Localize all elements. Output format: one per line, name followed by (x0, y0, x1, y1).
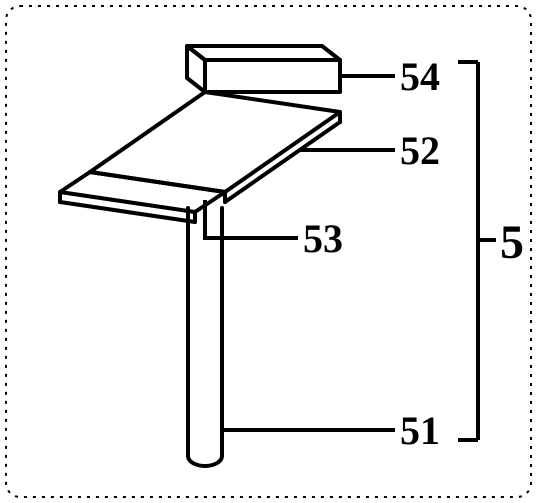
leader-53 (205, 200, 298, 238)
top-block-54 (187, 46, 340, 92)
label-52: 52 (400, 128, 440, 173)
label-54: 54 (400, 54, 440, 99)
bracket-5 (458, 62, 496, 440)
upper-slat-52 (90, 92, 340, 202)
figure-svg: 54 52 53 51 5 (0, 0, 537, 503)
vertical-post-51 (188, 208, 222, 466)
label-5: 5 (500, 216, 524, 269)
frame (6, 6, 531, 497)
assembly-5 (60, 46, 340, 466)
label-53: 53 (303, 216, 343, 261)
leaders (205, 76, 395, 430)
notch (90, 172, 225, 192)
label-51: 51 (400, 408, 440, 453)
